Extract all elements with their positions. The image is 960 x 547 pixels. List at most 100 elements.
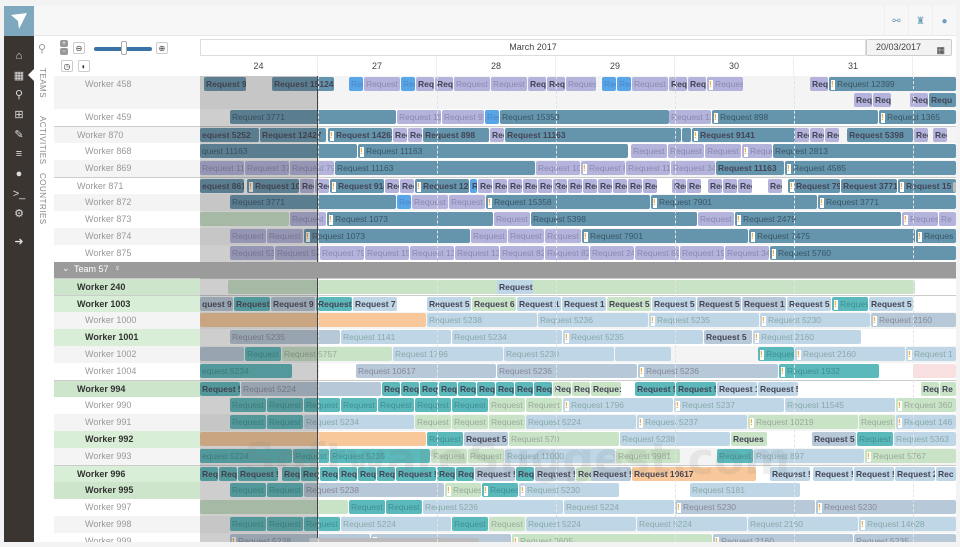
request-bar[interactable]: !Request bbox=[758, 347, 794, 361]
request-bar[interactable]: Request : bbox=[454, 77, 490, 91]
request-bar[interactable]: ! Request 1365 bbox=[879, 110, 956, 124]
request-bar[interactable]: Request 11163 bbox=[505, 128, 681, 142]
request-bar[interactable] bbox=[913, 364, 956, 378]
request-bar[interactable]: Request 5224 bbox=[564, 500, 674, 514]
worker-row-label[interactable]: Worker 992 bbox=[54, 431, 200, 448]
request-bar[interactable]: Request ! bbox=[304, 398, 340, 412]
request-bar[interactable]: Req bbox=[200, 467, 218, 481]
request-bar[interactable]: Request ! bbox=[396, 467, 436, 481]
request-bar[interactable]: Request : bbox=[489, 398, 525, 412]
request-bar[interactable]: Req bbox=[401, 77, 415, 91]
request-bar[interactable]: Request 11163 bbox=[335, 161, 535, 175]
calendar-icon[interactable]: ▦ bbox=[936, 45, 945, 55]
request-bar[interactable]: ! Reques bbox=[916, 229, 956, 243]
database-icon[interactable]: ≡ bbox=[15, 148, 23, 160]
request-bar[interactable]: Request 5234 bbox=[452, 330, 562, 344]
request-bar[interactable]: ! Request 8 bbox=[581, 161, 625, 175]
request-bar[interactable] bbox=[682, 128, 691, 142]
request-bar[interactable]: Req bbox=[528, 77, 546, 91]
request-bar[interactable]: Request 7 bbox=[353, 297, 397, 311]
worker-row-label[interactable]: Worker 870 bbox=[54, 126, 200, 143]
worker-row-label[interactable]: Worker 240 bbox=[54, 278, 200, 295]
request-bar[interactable]: Rec bbox=[617, 77, 631, 91]
request-bar[interactable]: ! Request 2160 bbox=[753, 330, 861, 344]
request-bar[interactable]: Request : bbox=[471, 229, 507, 243]
request-bar[interactable]: Rec bbox=[490, 128, 504, 142]
request-bar[interactable]: Req bbox=[910, 93, 928, 107]
request-bar[interactable]: ! Request 15 bbox=[898, 179, 956, 193]
worker-row-label[interactable]: Worker 1003 bbox=[54, 295, 200, 312]
request-bar[interactable]: ! Request 9141 bbox=[692, 128, 802, 142]
request-bar[interactable]: Request ! bbox=[535, 467, 575, 481]
request-bar[interactable] bbox=[200, 212, 289, 226]
request-bar[interactable]: Request 11 bbox=[626, 161, 670, 175]
request-bar[interactable]: Request 9 bbox=[271, 297, 315, 311]
arrow-right-circle-icon[interactable]: ➜ bbox=[14, 235, 24, 248]
request-bar[interactable]: Request 6 bbox=[472, 297, 516, 311]
request-bar[interactable]: Rec bbox=[508, 179, 522, 193]
notification-icon[interactable]: ♜ bbox=[908, 6, 932, 36]
request-bar[interactable]: !Request 5235 bbox=[563, 330, 703, 344]
request-bar[interactable]: Req bbox=[377, 467, 395, 481]
request-bar[interactable]: Req bbox=[669, 77, 687, 91]
request-bar[interactable]: Request : bbox=[449, 195, 485, 209]
request-bar[interactable]: Request : bbox=[412, 195, 448, 209]
request-bar[interactable] bbox=[228, 280, 915, 294]
request-bar[interactable]: Req bbox=[496, 382, 514, 396]
request-bar[interactable]: ! Request 5238 bbox=[230, 534, 370, 542]
request-bar[interactable]: Rec bbox=[825, 128, 839, 142]
request-bar[interactable]: ! Request 3771 bbox=[818, 195, 956, 209]
request-bar[interactable]: Req bbox=[435, 77, 453, 91]
request-bar[interactable]: Request 34 bbox=[725, 246, 769, 260]
request-bar[interactable]: Request ! bbox=[591, 467, 631, 481]
request-bar[interactable]: Request 5238 bbox=[427, 313, 537, 327]
worker-row-label[interactable]: Worker 872 bbox=[54, 194, 200, 211]
request-bar[interactable]: Request 5235 bbox=[330, 449, 430, 463]
request-bar[interactable]: Rec bbox=[602, 77, 616, 91]
request-bar[interactable]: Request ' bbox=[489, 517, 525, 531]
request-bar[interactable]: ! Request 1073 bbox=[304, 229, 470, 243]
request-bar[interactable]: Request 5 bbox=[704, 330, 752, 344]
request-bar[interactable] bbox=[200, 500, 348, 514]
request-bar[interactable]: Request 897 bbox=[754, 449, 864, 463]
request-bar[interactable]: Request 5 bbox=[607, 297, 651, 311]
request-bar[interactable]: Request : bbox=[705, 144, 741, 158]
request-bar[interactable]: ! Request 5230 bbox=[816, 500, 956, 514]
horizontal-scrollbar[interactable] bbox=[309, 538, 479, 542]
request-bar[interactable]: ! Request 1073 bbox=[327, 212, 493, 226]
request-bar[interactable]: !Request bbox=[832, 297, 868, 311]
request-bar[interactable]: !Request bbox=[707, 77, 743, 91]
request-bar[interactable]: ! Request 10219 bbox=[748, 415, 858, 429]
request-bar[interactable]: !Request bbox=[902, 212, 938, 226]
request-bar[interactable]: Request : bbox=[267, 229, 303, 243]
request-bar[interactable]: Reques bbox=[731, 432, 767, 446]
request-bar[interactable]: Request ! bbox=[267, 517, 303, 531]
request-bar[interactable]: ! Request 12399 bbox=[829, 77, 956, 91]
request-bar[interactable]: Rec bbox=[687, 179, 701, 193]
request-bar[interactable]: Rec bbox=[300, 179, 314, 193]
worker-row-label[interactable]: Worker 873 bbox=[54, 211, 200, 228]
request-bar[interactable]: quest 11163 bbox=[200, 144, 357, 158]
request-bar[interactable]: Request : bbox=[491, 77, 527, 91]
request-bar[interactable]: Request 3771 bbox=[841, 179, 897, 193]
worker-row-label[interactable]: Worker 993 bbox=[54, 448, 200, 465]
request-bar[interactable]: ! Request 5230 bbox=[675, 500, 815, 514]
request-bar[interactable]: Request ! bbox=[267, 398, 303, 412]
request-bar[interactable]: Request ' bbox=[859, 415, 895, 429]
request-bar[interactable]: Req bbox=[382, 382, 400, 396]
request-bar[interactable]: Rec bbox=[708, 179, 722, 193]
request-bar[interactable]: Rec bbox=[936, 467, 956, 481]
request-bar[interactable]: Request ! bbox=[238, 467, 278, 481]
request-bar[interactable]: Request : bbox=[526, 398, 562, 412]
request-bar[interactable]: ! Request 1796 bbox=[563, 398, 673, 412]
request-bar[interactable]: Request ! bbox=[378, 398, 414, 412]
request-bar[interactable]: Request 53 bbox=[230, 246, 274, 260]
request-bar[interactable]: Request 37 bbox=[245, 161, 289, 175]
request-bar[interactable]: !Request bbox=[482, 483, 518, 497]
request-bar[interactable]: Re bbox=[940, 382, 956, 396]
request-bar[interactable]: Request : bbox=[341, 398, 377, 412]
request-bar[interactable]: Request 11000 bbox=[505, 449, 615, 463]
request-bar[interactable]: Req bbox=[456, 467, 474, 481]
request-bar[interactable]: Request : bbox=[230, 229, 266, 243]
request-bar[interactable]: Request 5398 bbox=[531, 212, 697, 226]
